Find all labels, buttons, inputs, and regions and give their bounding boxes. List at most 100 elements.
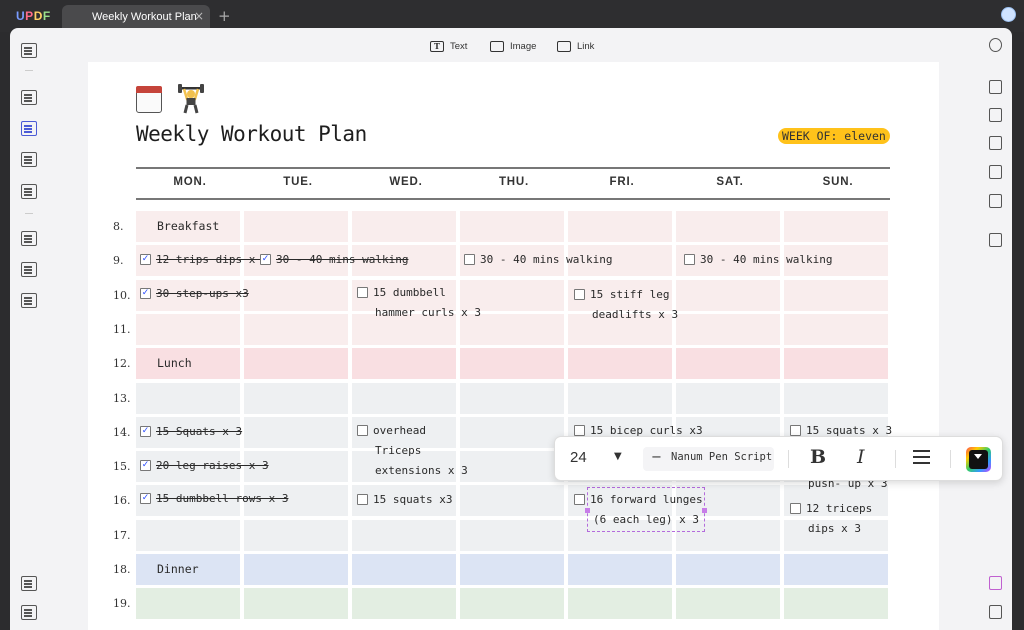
checkbox[interactable]: ✓ [140, 460, 151, 471]
schedule-cell[interactable] [568, 348, 672, 379]
schedule-cell[interactable] [136, 451, 240, 482]
schedule-cell[interactable] [568, 588, 672, 619]
form-icon[interactable] [21, 152, 37, 167]
schedule-cell[interactable] [136, 348, 240, 379]
checkbox[interactable]: ✓ [140, 254, 151, 265]
protect-icon[interactable] [989, 136, 1002, 150]
task-item[interactable]: 15 stiff leg [574, 285, 669, 305]
font-size-value[interactable]: 24 [570, 449, 587, 466]
schedule-cell[interactable] [676, 520, 780, 551]
schedule-cell[interactable] [676, 588, 780, 619]
font-family-select[interactable] [643, 447, 774, 471]
schedule-cell[interactable] [352, 554, 456, 585]
email-icon[interactable] [989, 194, 1002, 208]
schedule-cell[interactable] [460, 554, 564, 585]
comment-icon[interactable] [21, 90, 37, 105]
schedule-cell[interactable] [784, 211, 888, 242]
add-image-button[interactable]: Image [490, 38, 536, 54]
schedule-cell[interactable] [244, 280, 348, 311]
task-item-line[interactable]: Triceps [375, 444, 422, 457]
checkbox[interactable] [574, 289, 585, 300]
schedule-cell[interactable] [460, 451, 564, 482]
layers-icon[interactable] [21, 576, 37, 591]
schedule-cell[interactable] [568, 211, 672, 242]
schedule-cell[interactable] [244, 588, 348, 619]
schedule-cell[interactable] [676, 348, 780, 379]
task-item[interactable]: 15 squats x3 [357, 490, 452, 510]
fill-sign-icon[interactable] [21, 184, 37, 199]
schedule-cell[interactable] [784, 554, 888, 585]
schedule-cell[interactable] [352, 520, 456, 551]
schedule-cell[interactable] [136, 520, 240, 551]
meal-label[interactable]: Dinner [157, 562, 199, 576]
reader-mode-icon[interactable] [21, 43, 37, 58]
task-item[interactable]: ✓ 30 step-ups x3 [140, 287, 249, 300]
schedule-cell[interactable] [784, 280, 888, 311]
schedule-cell[interactable] [676, 383, 780, 414]
task-item[interactable]: ✓ 20 leg raises x 3 [140, 459, 269, 472]
share-icon[interactable] [989, 165, 1002, 179]
schedule-cell[interactable] [460, 485, 564, 516]
schedule-cell[interactable] [784, 383, 888, 414]
schedule-cell[interactable] [352, 485, 456, 516]
schedule-cell[interactable] [460, 280, 564, 311]
schedule-cell[interactable] [676, 314, 780, 345]
add-link-button[interactable]: Link [557, 38, 594, 54]
meal-label[interactable]: Breakfast [157, 219, 220, 233]
checkbox[interactable]: ✓ [140, 493, 151, 504]
bookmark-icon[interactable] [21, 605, 37, 620]
convert-icon[interactable] [989, 108, 1002, 122]
schedule-cell[interactable] [460, 245, 564, 276]
schedule-cell[interactable] [244, 383, 348, 414]
checkbox[interactable] [357, 494, 368, 505]
schedule-cell[interactable] [136, 485, 240, 516]
schedule-cell[interactable] [676, 554, 780, 585]
checkbox[interactable] [464, 254, 475, 265]
schedule-cell[interactable] [568, 314, 672, 345]
schedule-cell[interactable] [352, 245, 456, 276]
schedule-cell[interactable] [568, 245, 672, 276]
schedule-cell[interactable] [136, 280, 240, 311]
task-item[interactable]: 15 squats x 3 [790, 421, 892, 441]
schedule-cell[interactable] [460, 520, 564, 551]
schedule-cell[interactable] [784, 520, 888, 551]
task-item[interactable]: 30 - 40 mins walking [464, 250, 612, 270]
schedule-cell[interactable] [568, 280, 672, 311]
schedule-cell[interactable] [352, 417, 456, 448]
checkbox[interactable] [574, 425, 585, 436]
task-item[interactable]: 15 bicep curls x3 [574, 421, 703, 441]
font-family-label[interactable]: − Nanum Pen Script [651, 450, 773, 465]
edit-pdf-icon[interactable] [21, 121, 37, 136]
checkbox[interactable] [574, 494, 585, 505]
schedule-cell[interactable] [676, 485, 780, 516]
task-item-line[interactable]: (6 each leg) x 3 [593, 513, 699, 526]
task-item[interactable]: 16 forward lunges [574, 490, 703, 510]
selected-text-box[interactable] [585, 487, 707, 532]
resize-handle[interactable] [585, 508, 590, 513]
schedule-cell[interactable] [676, 211, 780, 242]
schedule-cell[interactable] [244, 554, 348, 585]
schedule-cell[interactable] [136, 245, 240, 276]
task-item[interactable]: ✓ 30 - 40 mins walking [260, 253, 409, 266]
task-item-line[interactable]: extensions x 3 [375, 464, 468, 477]
schedule-cell[interactable] [676, 280, 780, 311]
schedule-cell[interactable] [352, 451, 456, 482]
schedule-cell[interactable] [244, 451, 348, 482]
crop-icon[interactable] [21, 262, 37, 277]
schedule-cell[interactable] [352, 348, 456, 379]
schedule-cell[interactable] [352, 211, 456, 242]
checkbox[interactable] [684, 254, 695, 265]
schedule-cell[interactable] [460, 314, 564, 345]
schedule-cell[interactable] [244, 211, 348, 242]
schedule-cell[interactable] [784, 348, 888, 379]
align-icon[interactable] [913, 450, 930, 464]
task-item-line[interactable]: hammer curls x 3 [375, 306, 481, 319]
checkbox[interactable]: ✓ [260, 254, 271, 265]
schedule-cell[interactable] [784, 314, 888, 345]
chevron-down-icon[interactable]: ▼ [614, 451, 622, 462]
new-tab-button[interactable]: + [218, 7, 231, 25]
schedule-cell[interactable] [568, 383, 672, 414]
task-item-line[interactable]: deadlifts x 3 [592, 308, 679, 321]
search-icon[interactable] [989, 38, 1002, 52]
checkbox[interactable]: ✓ [140, 426, 151, 437]
